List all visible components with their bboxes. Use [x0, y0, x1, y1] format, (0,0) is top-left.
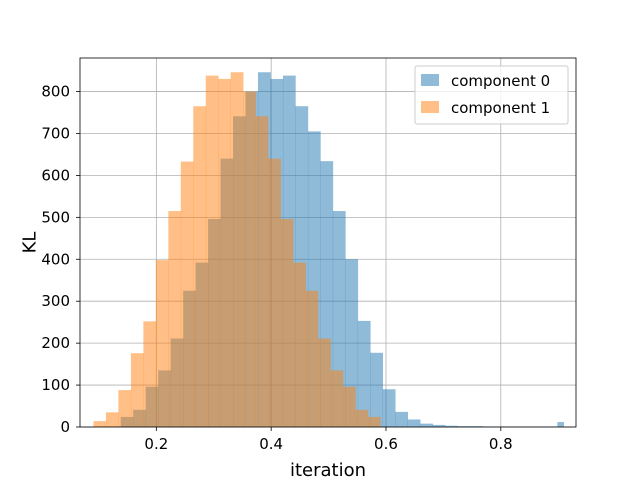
histogram-bar-component-0 — [382, 389, 396, 427]
histogram-bar-component-1 — [268, 158, 281, 428]
plot-area-frame — [79, 57, 577, 428]
y-tick-label: 600 — [41, 166, 70, 184]
x-tick-label: 0.8 — [489, 435, 513, 453]
histogram-bar-component-0 — [420, 423, 433, 427]
x-tick-label: 0.2 — [144, 435, 168, 453]
histogram-bar-component-1 — [318, 338, 331, 427]
y-tick-label: 700 — [41, 124, 70, 142]
y-tick-label: 400 — [41, 250, 70, 268]
histogram-bar-component-1 — [218, 78, 231, 427]
histogram-bar-component-1 — [168, 211, 182, 427]
histogram-bar-component-1 — [330, 370, 344, 427]
histogram-bar-component-0 — [345, 259, 359, 427]
histogram-bar-component-1 — [230, 72, 244, 427]
histogram-bar-component-0 — [357, 320, 371, 427]
legend-swatch-component-1 — [421, 101, 439, 113]
histogram-bar-component-0 — [407, 419, 421, 427]
histogram-bar-component-1 — [193, 106, 207, 427]
legend-label-component-1: component 1 — [451, 99, 550, 117]
histogram-bar-component-1 — [355, 409, 369, 427]
legend-swatch-component-0 — [421, 74, 439, 86]
histogram-bar-component-1 — [205, 75, 219, 428]
y-tick-label: 500 — [41, 208, 70, 226]
y-axis-ticks: 0 100 200 300 400 500 600 700 800 — [41, 83, 80, 436]
x-axis-ticks: 0.2 0.4 0.6 0.8 — [144, 427, 513, 453]
histogram-bar-component-1 — [255, 116, 269, 428]
histogram-bar-component-1 — [367, 416, 381, 427]
histogram-bar-component-1 — [342, 386, 356, 427]
histogram-bar-component-1 — [243, 91, 256, 427]
histogram-bars — [93, 72, 564, 428]
histogram-bar-component-0 — [395, 411, 408, 427]
histogram-bar-component-0 — [557, 421, 564, 427]
y-tick-label: 200 — [41, 334, 70, 352]
histogram-bar-component-1 — [118, 390, 132, 427]
histogram-bar-component-0 — [457, 426, 471, 427]
histogram-bar-component-1 — [155, 260, 169, 427]
histogram-bar-component-1 — [143, 321, 157, 427]
histogram-bar-component-1 — [180, 161, 194, 427]
x-tick-label: 0.6 — [374, 435, 398, 453]
y-tick-label: 100 — [41, 376, 70, 394]
histogram-bar-component-0 — [445, 425, 458, 427]
x-tick-label: 0.4 — [259, 435, 283, 453]
histogram-bar-component-1 — [105, 412, 119, 427]
legend-label-component-0: component 0 — [451, 72, 550, 90]
histogram-bar-component-1 — [130, 353, 144, 427]
histogram-bar-component-0 — [370, 352, 384, 427]
legend: component 0 component 1 — [414, 65, 569, 125]
histogram-bar-component-1 — [280, 219, 294, 427]
histogram-bar-component-1 — [93, 421, 107, 427]
y-axis-label: KL — [19, 232, 40, 254]
x-axis-label: iteration — [290, 460, 366, 480]
histogram-bar-component-0 — [432, 424, 446, 427]
histogram-bar-component-1 — [293, 262, 306, 427]
y-tick-label: 800 — [41, 83, 70, 101]
histogram-bar-component-1 — [305, 290, 319, 427]
legend-box — [414, 65, 569, 125]
y-tick-label: 0 — [60, 418, 70, 436]
histogram-bar-component-0 — [470, 426, 483, 427]
y-tick-label: 300 — [41, 292, 70, 310]
